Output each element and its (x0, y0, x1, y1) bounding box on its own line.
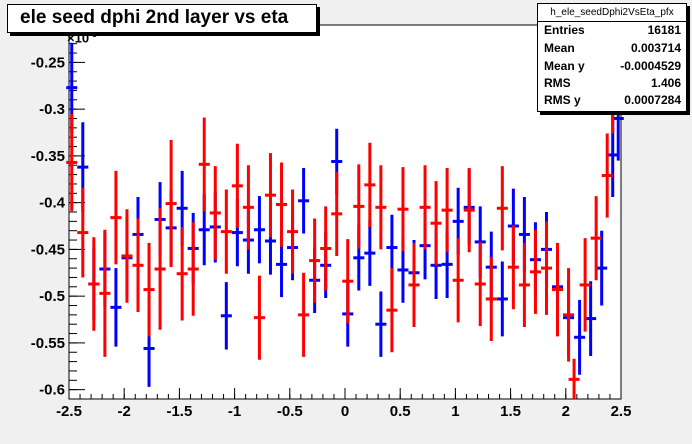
x-tick-label: -2 (118, 403, 131, 420)
x-tick-label: 0.5 (390, 403, 411, 420)
y-tick-label: -0.5 (39, 288, 65, 305)
series-layer (66, 42, 624, 399)
y-tick-label: -0.25 (31, 54, 65, 71)
stats-value: 16181 (647, 23, 681, 37)
stats-row-rms: RMS 1.406 (538, 75, 686, 92)
y-tick-label: -0.6 (39, 382, 65, 399)
y-tick-label: -0.3 (39, 101, 65, 118)
stats-label: Mean y (544, 59, 585, 73)
stats-value: 1.406 (650, 76, 681, 90)
x-tick-label: 0 (341, 403, 349, 420)
title-box: ele seed dphi 2nd layer vs eta (7, 4, 317, 33)
x-tick-label: -1 (228, 403, 241, 420)
x-tick-label: 2.5 (611, 403, 632, 420)
y-axis-multiplier: ×10-3 (67, 29, 97, 45)
stats-label: RMS y (544, 93, 581, 107)
stats-row-rms-y: RMS y 0.0007284 (538, 92, 686, 109)
x-tick-label: 2 (562, 403, 570, 420)
stats-row-mean-y: Mean y -0.0004529 (538, 58, 686, 75)
stats-histogram-name: h_ele_seedDphi2VsEta_pfx (538, 4, 686, 22)
x-tick-label: -0.5 (277, 403, 303, 420)
stats-row-entries: Entries 16181 (538, 22, 686, 39)
y-axis-multiplier-exponent: -3 (89, 29, 98, 39)
stats-label: Mean (544, 41, 575, 55)
y-tick-label: -0.55 (31, 335, 65, 352)
stats-label: Entries (544, 23, 585, 37)
stats-value: 0.003714 (630, 41, 681, 55)
stats-value: -0.0004529 (620, 59, 681, 73)
stats-label: RMS (544, 76, 571, 90)
axes: -2.5 -2 -1.5 -1 -0.5 0 0.5 1 1.5 2 2.5 -0.6 -0.55 -0.… (31, 33, 632, 420)
y-tick-label: -0.45 (31, 241, 65, 258)
y-axis-multiplier-base: ×10 (67, 30, 90, 46)
x-tick-label: 1.5 (500, 403, 521, 420)
y-tick-label: -0.35 (31, 148, 65, 165)
stats-box: h_ele_seedDphi2VsEta_pfx Entries 16181 M… (537, 3, 687, 112)
chart-title: ele seed dphi 2nd layer vs eta (20, 7, 289, 28)
y-tick-label: -0.4 (39, 195, 66, 212)
stats-row-mean: Mean 0.003714 (538, 40, 686, 57)
stats-value: 0.0007284 (624, 93, 681, 107)
x-tick-label: -1.5 (166, 403, 192, 420)
x-tick-label: 1 (451, 403, 459, 420)
x-tick-label: -2.5 (56, 403, 82, 420)
red-series (66, 49, 619, 399)
